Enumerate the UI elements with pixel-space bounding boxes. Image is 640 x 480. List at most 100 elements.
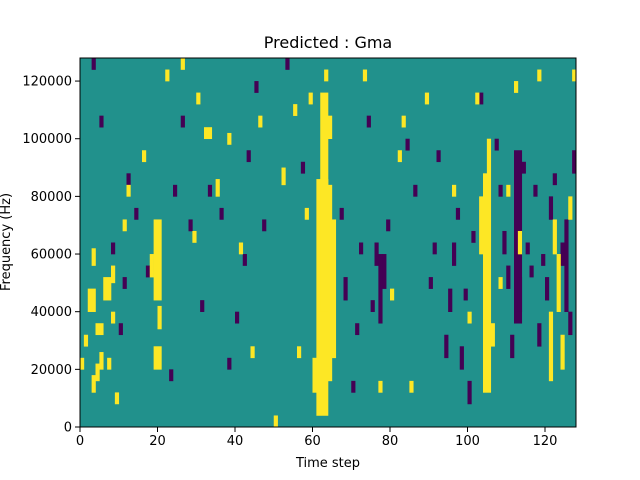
heatmap-cell-high [378,380,383,393]
heatmap-cell-high [107,357,112,370]
x-tick-label: 80 [382,434,399,449]
heatmap-cell-high [517,230,523,255]
heatmap-cell-high [537,69,542,82]
heatmap-cell-low [351,380,356,393]
heatmap-cell-low [498,184,503,197]
heatmap-cell-low [428,277,433,289]
heatmap-cell-low [242,254,247,266]
heatmap-cell-low [479,92,484,105]
heatmap-cell-high [87,288,96,312]
heatmap-cell-high [80,357,85,370]
x-tick-label: 100 [455,434,480,449]
heatmap-cell-low [188,219,193,232]
heatmap-cell-low [455,207,461,220]
heatmap-cell-low [459,346,464,370]
heatmap-cell-low [471,230,476,243]
heatmap-cell-high [320,92,329,312]
heatmap-cell-low [300,161,306,174]
y-tick-label: 120000 [22,75,72,90]
heatmap-cell-high [409,380,414,393]
heatmap-cell-high [122,219,127,232]
heatmap-cell-high [390,288,395,301]
heatmap-cell-high [498,277,503,289]
heatmap-cell-high [308,92,313,105]
x-tick-label: 60 [304,434,321,449]
heatmap-cell-high [250,346,255,359]
heatmap-cell-low [521,161,526,174]
heatmap-cell-high [312,357,317,393]
heatmap-cell-high [293,104,298,116]
heatmap-cell-high [568,196,573,220]
heatmap-cell-low [99,115,104,128]
heatmap-cell-low [173,184,178,197]
y-axis-label: Frequency (Hz) [0,193,14,291]
heatmap-cell-low [227,357,232,370]
heatmap-cell-high [281,167,286,186]
heatmap-cell-low [452,242,457,266]
heatmap-cell-low [413,184,418,197]
heatmap-cell-high [486,138,492,174]
heatmap-cell-low [180,115,185,128]
y-tick-label: 80000 [31,190,72,205]
heatmap-cell-low [545,277,550,301]
x-axis-label: Time step [295,456,360,471]
heatmap-cell-low [134,207,139,220]
heatmap-cell-high [258,115,263,128]
heatmap-cell-high [552,219,557,255]
heatmap-cell-high [397,150,402,163]
heatmap-cell-high [149,254,154,278]
heatmap-cell-low [502,230,507,255]
y-tick-label: 0 [64,421,72,436]
heatmap-cell-low [169,369,174,382]
heatmap-cell-low [126,173,131,186]
heatmap-cell-low [517,277,523,312]
x-tick-label: 20 [149,434,166,449]
heatmap-cell-low [572,150,577,174]
heatmap-cell-low [533,184,538,197]
heatmap-cell-high [153,219,162,301]
heatmap-cell-low [366,115,371,128]
heatmap-cell-low [510,334,515,359]
heatmap-cell-high [273,415,278,428]
heatmap-cell-high [514,81,519,93]
heatmap-cell-high [91,248,96,266]
heatmap-cell-low [463,288,468,301]
heatmap-cell-low [118,323,123,336]
heatmap-cell-low [374,242,379,266]
heatmap-cell-high [304,207,309,220]
heatmap-cell-low [246,150,251,163]
heatmap-cell-low [378,254,383,324]
y-tick-label: 60000 [31,248,72,263]
heatmap-cell-high [153,346,162,370]
heatmap-cell-low [537,323,542,347]
heatmap-cell-low [552,173,557,186]
heatmap-cell-high [204,127,213,140]
plot-area [79,57,577,428]
heatmap-cell-high [490,323,495,347]
heatmap-cell-high [91,375,96,393]
heatmap-cell-high [424,92,430,105]
heatmap-cell-low [529,265,534,278]
heatmap-cell-high [328,115,333,140]
y-axis: 0 20000 40000 60000 80000 100000 120000 [22,75,80,436]
heatmap-cell-high [142,150,147,163]
heatmap-cell-high [362,69,368,82]
x-tick-label: 0 [76,434,84,449]
heatmap-cell-low [122,277,127,289]
heatmap-cell-high [572,69,577,82]
heatmap-cell-high [297,346,302,359]
heatmap-cell-low [355,323,360,336]
plot-frame [79,57,577,428]
heatmap-cell-low [506,265,511,289]
heatmap-cell-high [95,363,100,382]
y-tick-label: 40000 [31,305,72,320]
heatmap-cell-high [560,334,565,370]
heatmap-cell-high [227,132,232,145]
heatmap-cell-low [448,288,453,312]
heatmap-cell-low [386,219,391,232]
heatmap-cell-high [475,92,480,105]
heatmap-cell-high [126,184,131,197]
heatmap-cell-high [483,173,492,393]
heatmap-cell-high [99,352,104,370]
